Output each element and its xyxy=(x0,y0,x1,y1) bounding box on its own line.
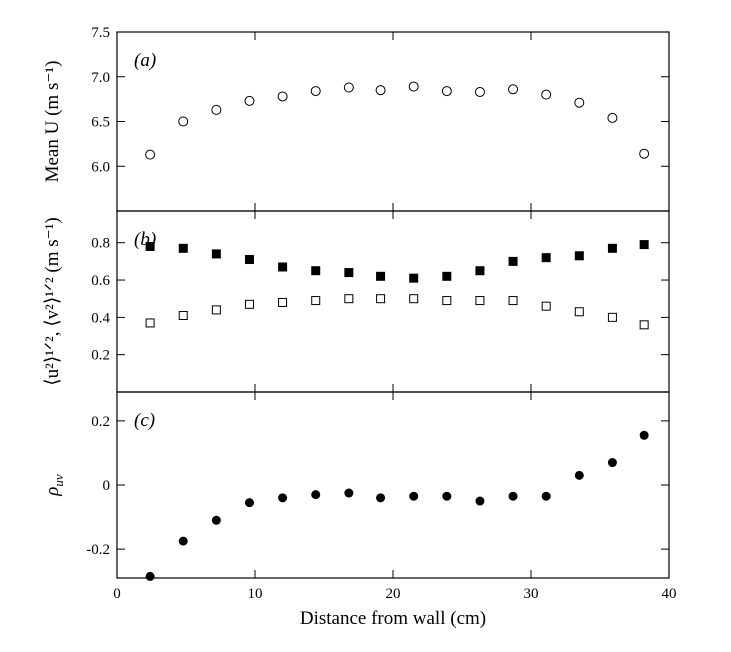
y-tick-label: 0 xyxy=(103,478,111,494)
data-point-filled-square xyxy=(475,266,485,276)
panel-frame-2 xyxy=(116,210,670,393)
data-point-open-square xyxy=(541,301,551,311)
y-tick-label: 6.5 xyxy=(91,115,110,131)
y-tick-label: 0.6 xyxy=(91,273,110,289)
data-point-open-square xyxy=(311,296,321,306)
x-tick-label: 40 xyxy=(662,586,677,602)
data-point-filled-circle xyxy=(178,536,188,546)
data-point-open-square xyxy=(376,294,386,304)
data-point-filled-circle xyxy=(344,488,354,498)
data-point-filled-circle xyxy=(574,470,584,480)
x-tick-label: 0 xyxy=(113,586,121,602)
data-point-filled-square xyxy=(442,271,452,281)
y-tick-label: 7.5 xyxy=(91,25,110,41)
data-point-open-circle xyxy=(474,86,485,97)
data-point-filled-circle xyxy=(376,493,386,503)
data-point-filled-circle xyxy=(475,496,485,506)
panel-frame-1 xyxy=(116,31,670,212)
data-point-open-circle xyxy=(244,95,255,106)
panel-label: (b) xyxy=(134,229,156,250)
data-point-filled-circle xyxy=(607,458,617,468)
y-axis-title-main: ρ xyxy=(42,487,63,497)
data-point-open-square xyxy=(607,312,617,322)
data-point-filled-square xyxy=(508,256,518,266)
data-point-open-circle xyxy=(211,104,222,115)
data-point-filled-square xyxy=(244,255,254,265)
data-point-filled-circle xyxy=(278,493,288,503)
data-point-filled-circle xyxy=(541,491,551,501)
y-axis-title: ρuv xyxy=(42,474,66,497)
x-tick-label: 20 xyxy=(386,586,401,602)
data-point-open-circle xyxy=(541,89,552,100)
data-point-filled-square xyxy=(607,243,617,253)
data-point-open-circle xyxy=(277,91,288,102)
data-point-filled-square xyxy=(178,243,188,253)
y-tick-label: 7.0 xyxy=(91,70,110,86)
y-tick-label: 0.4 xyxy=(91,310,110,326)
data-point-open-square xyxy=(178,310,188,320)
data-point-open-square xyxy=(145,318,155,328)
x-tick-label: 10 xyxy=(248,586,263,602)
data-point-open-square xyxy=(244,299,254,309)
panel-label: (c) xyxy=(134,410,155,431)
data-point-open-square xyxy=(508,296,518,306)
data-point-filled-square xyxy=(639,240,649,250)
data-point-filled-circle xyxy=(639,430,649,440)
data-point-filled-square xyxy=(541,253,551,263)
x-tick-label: 30 xyxy=(524,586,539,602)
data-point-filled-circle xyxy=(145,571,155,581)
data-point-open-circle xyxy=(508,84,519,95)
data-point-open-circle xyxy=(607,112,618,123)
y-tick-label: -0.2 xyxy=(86,542,110,558)
y-tick-label: 0.2 xyxy=(91,414,110,430)
data-point-filled-square xyxy=(311,266,321,276)
data-point-open-square xyxy=(278,297,288,307)
data-point-open-circle xyxy=(441,86,452,97)
data-point-open-square xyxy=(639,320,649,330)
data-point-filled-square xyxy=(344,268,354,278)
x-axis-title: Distance from wall (cm) xyxy=(300,608,486,629)
data-point-open-circle xyxy=(343,82,354,93)
y-tick-label: 6.0 xyxy=(91,159,110,175)
data-point-filled-circle xyxy=(409,491,419,501)
data-point-filled-circle xyxy=(442,491,452,501)
data-point-filled-square xyxy=(278,262,288,272)
data-point-open-square xyxy=(442,296,452,306)
y-axis-title: Mean U (m s⁻¹) xyxy=(42,61,63,183)
panel-label: (a) xyxy=(134,50,156,71)
data-point-filled-square xyxy=(211,249,221,259)
data-point-open-circle xyxy=(145,149,156,160)
data-point-open-circle xyxy=(408,81,419,92)
panel-frame-3 xyxy=(116,391,670,579)
data-point-open-square xyxy=(475,296,485,306)
data-point-open-circle xyxy=(310,86,321,97)
data-point-open-square xyxy=(344,294,354,304)
y-tick-label: 0.8 xyxy=(91,236,110,252)
data-point-open-square xyxy=(211,305,221,315)
data-point-filled-square xyxy=(574,251,584,261)
data-point-open-circle xyxy=(375,85,386,96)
y-tick-label: 0.2 xyxy=(91,348,110,364)
data-point-filled-square xyxy=(409,273,419,283)
y-axis-title: ⟨u²⟩¹ᐟ², ⟨v²⟩¹ᐟ² (m s⁻¹) xyxy=(42,217,63,385)
data-point-filled-square xyxy=(145,241,155,251)
y-axis-title-sub: uv xyxy=(51,474,66,487)
data-point-filled-circle xyxy=(244,498,254,508)
data-point-filled-square xyxy=(376,271,386,281)
data-point-filled-circle xyxy=(508,491,518,501)
data-point-open-circle xyxy=(639,148,650,159)
data-point-filled-circle xyxy=(311,490,321,500)
data-point-open-square xyxy=(574,307,584,317)
data-point-open-circle xyxy=(178,116,189,127)
data-point-open-square xyxy=(409,294,419,304)
data-point-filled-circle xyxy=(211,515,221,525)
data-point-open-circle xyxy=(574,97,585,108)
